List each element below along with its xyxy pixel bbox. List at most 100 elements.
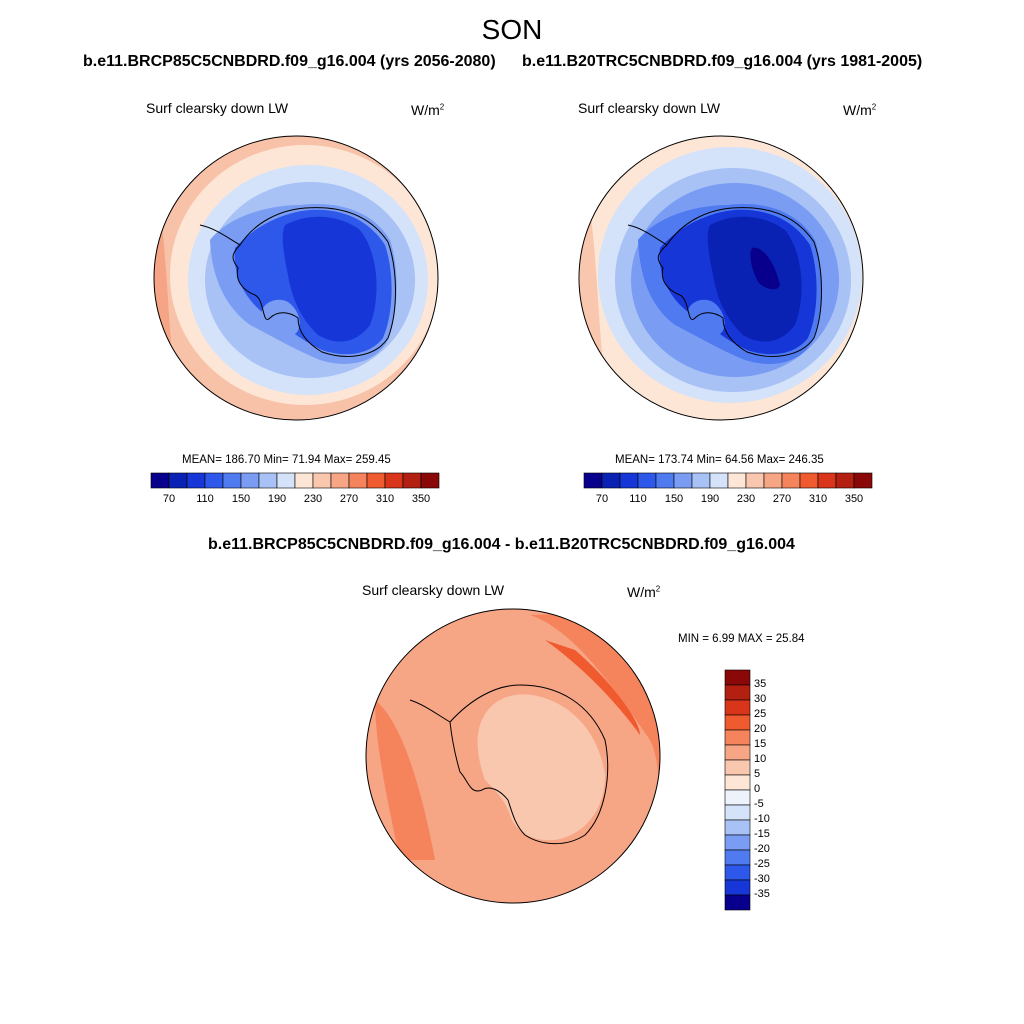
colorbar-swatch [168, 472, 188, 489]
colorbar-swatch [724, 729, 751, 746]
colorbar-swatch [724, 714, 751, 731]
colorbar-swatch [724, 774, 751, 791]
map-2-min-region [750, 247, 780, 290]
map-1-border [153, 135, 439, 421]
panel-3-units: W/m2 [627, 584, 661, 600]
colorbar-swatch [673, 472, 693, 489]
panel-3-variable-label: Surf clearsky down LW [362, 582, 505, 598]
colorbar-tick-label: -30 [754, 873, 770, 885]
colorbar-swatch [222, 472, 242, 489]
map-2-ross-sea [687, 299, 725, 337]
colorbar-swatch [150, 472, 170, 489]
colorbar-swatch [724, 834, 751, 851]
colorbar-tick-label: 150 [231, 493, 251, 505]
panel-2-units: W/m2 [843, 102, 877, 118]
colorbar-tick-label: -25 [754, 858, 770, 870]
colorbar-tick-label: -20 [754, 843, 770, 855]
colorbar-3 [724, 669, 751, 911]
colorbar-swatch [384, 472, 404, 489]
colorbar-tick-label: 270 [772, 493, 792, 505]
colorbar-swatch [330, 472, 350, 489]
colorbar-tick-label: -5 [754, 798, 764, 810]
colorbar-swatch [853, 472, 873, 489]
colorbar-swatch [763, 472, 783, 489]
colorbar-swatch [724, 699, 751, 716]
colorbar-tick-label: 230 [303, 493, 323, 505]
map-3-antarctica-coast [449, 684, 609, 845]
colorbar-swatch [724, 894, 751, 911]
colorbar-tick-label: 230 [736, 493, 756, 505]
colorbar-tick-label: 30 [754, 693, 767, 705]
map-2-border [578, 135, 864, 421]
colorbar-tick-label: 20 [754, 723, 767, 735]
colorbar-swatch [637, 472, 657, 489]
colorbar-tick-label: 110 [629, 493, 647, 505]
panel-2-variable-label: Surf clearsky down LW [578, 100, 721, 116]
colorbar-swatch [186, 472, 206, 489]
map-panel-1 [153, 135, 439, 421]
map-panel-2 [578, 135, 864, 421]
map-1-antarctica-coast [232, 207, 396, 357]
colorbar-tick-label: 5 [754, 768, 761, 780]
map-3-border [365, 608, 661, 904]
colorbar-swatch [276, 472, 296, 489]
colorbar-swatch [724, 744, 751, 761]
colorbar-tick-label: 310 [808, 493, 828, 505]
panel-1-units: W/m2 [411, 102, 445, 118]
colorbar-swatch [724, 864, 751, 881]
colorbar-tick-label: 70 [162, 493, 176, 505]
colorbar-tick-label: 270 [339, 493, 359, 505]
map-1-ross-sea [261, 299, 300, 337]
colorbar-swatch [817, 472, 837, 489]
map-panel-3 [365, 608, 661, 904]
colorbar-swatch [727, 472, 747, 489]
map-3-peninsula-coast [409, 699, 451, 723]
colorbar-tick-label: -15 [754, 828, 770, 840]
colorbar-swatch [799, 472, 819, 489]
colorbar-tick-label: 150 [664, 493, 684, 505]
colorbar-swatch [724, 789, 751, 806]
colorbar-swatch [781, 472, 801, 489]
colorbar-tick-label: 350 [411, 493, 431, 505]
map-1-peninsula-coast [199, 224, 241, 246]
colorbar-swatch [420, 472, 440, 489]
colorbar-swatch [709, 472, 729, 489]
colorbar-tick-label: 25 [754, 708, 767, 720]
colorbar-tick-label: -35 [754, 888, 770, 900]
colorbar-tick-label: -10 [754, 813, 770, 825]
colorbar-tick-label: 350 [844, 493, 864, 505]
colorbar-swatch [724, 849, 751, 866]
colorbar-swatch [294, 472, 314, 489]
colorbar-swatch [724, 669, 751, 686]
colorbar-tick-label: 35 [754, 678, 767, 690]
colorbar-swatch [240, 472, 260, 489]
colorbar-tick-label: 190 [700, 493, 720, 505]
colorbar-tick-label: 15 [754, 738, 767, 750]
colorbar-swatch [312, 472, 332, 489]
colorbar-swatch [724, 759, 751, 776]
colorbar-swatch [835, 472, 855, 489]
panel-3-stats: MIN = 6.99 MAX = 25.84 [678, 633, 805, 645]
difference-title: b.e11.BRCP85C5CNBDRD.f09_g16.004 - b.e11… [208, 536, 795, 553]
map-1-band-0 [282, 216, 377, 342]
colorbar-swatch [583, 472, 603, 489]
colorbar-swatch [724, 804, 751, 821]
map-2-peninsula-coast [627, 224, 668, 246]
colorbar-tick-label: 70 [595, 493, 609, 505]
colorbar-swatch [348, 472, 368, 489]
colorbar-1 [150, 472, 440, 489]
panel-2-stats: MEAN= 173.74 Min= 64.56 Max= 246.35 [615, 454, 824, 466]
colorbar-swatch [724, 819, 751, 836]
panel-2-title: b.e11.B20TRC5CNBDRD.f09_g16.004 (yrs 198… [522, 53, 923, 70]
colorbar-tick-label: 10 [754, 753, 767, 765]
panel-1-variable-label: Surf clearsky down LW [146, 100, 289, 116]
colorbar-swatch [724, 879, 751, 896]
figure-title: SON [481, 14, 543, 45]
colorbar-tick-label: 190 [267, 493, 287, 505]
colorbar-swatch [619, 472, 639, 489]
colorbar-swatch [745, 472, 765, 489]
colorbar-tick-label: 110 [196, 493, 214, 505]
colorbar-tick-label: 0 [754, 783, 761, 795]
colorbar-2 [583, 472, 873, 489]
map-3-west-warm-band [375, 700, 435, 860]
